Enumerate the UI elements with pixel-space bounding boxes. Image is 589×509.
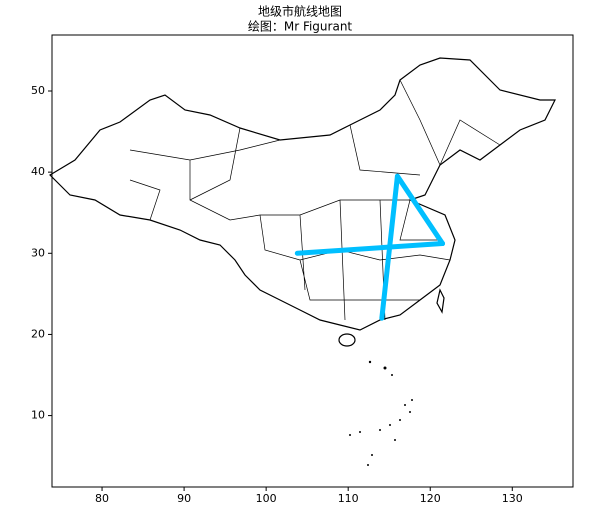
x-tick-label: 90 (177, 492, 191, 505)
y-tick-label: 20 (31, 327, 45, 340)
hainan (338, 333, 356, 347)
china-outline (49, 57, 556, 331)
chart-subtitle: 绘图：Mr Figurant (248, 19, 353, 34)
map-outline (49, 57, 556, 466)
x-tick-label: 80 (95, 492, 109, 505)
chart-title: 地级市航线地图 (258, 4, 342, 19)
plot-frame (51, 34, 574, 488)
x-tick-label: 120 (420, 492, 441, 505)
taiwan (436, 288, 445, 314)
y-tick-label: 30 (31, 246, 45, 259)
x-tick-label: 100 (256, 492, 277, 505)
region-borders (129, 79, 501, 321)
route (294, 241, 446, 256)
x-tick-label: 130 (502, 492, 523, 505)
y-tick-label: 50 (31, 84, 45, 97)
route (394, 173, 446, 247)
y-tick-label: 40 (31, 165, 45, 178)
x-tick-label: 110 (338, 492, 359, 505)
y-tick-label: 10 (31, 409, 45, 422)
south-sea-islands (349, 360, 413, 466)
route (379, 173, 400, 321)
